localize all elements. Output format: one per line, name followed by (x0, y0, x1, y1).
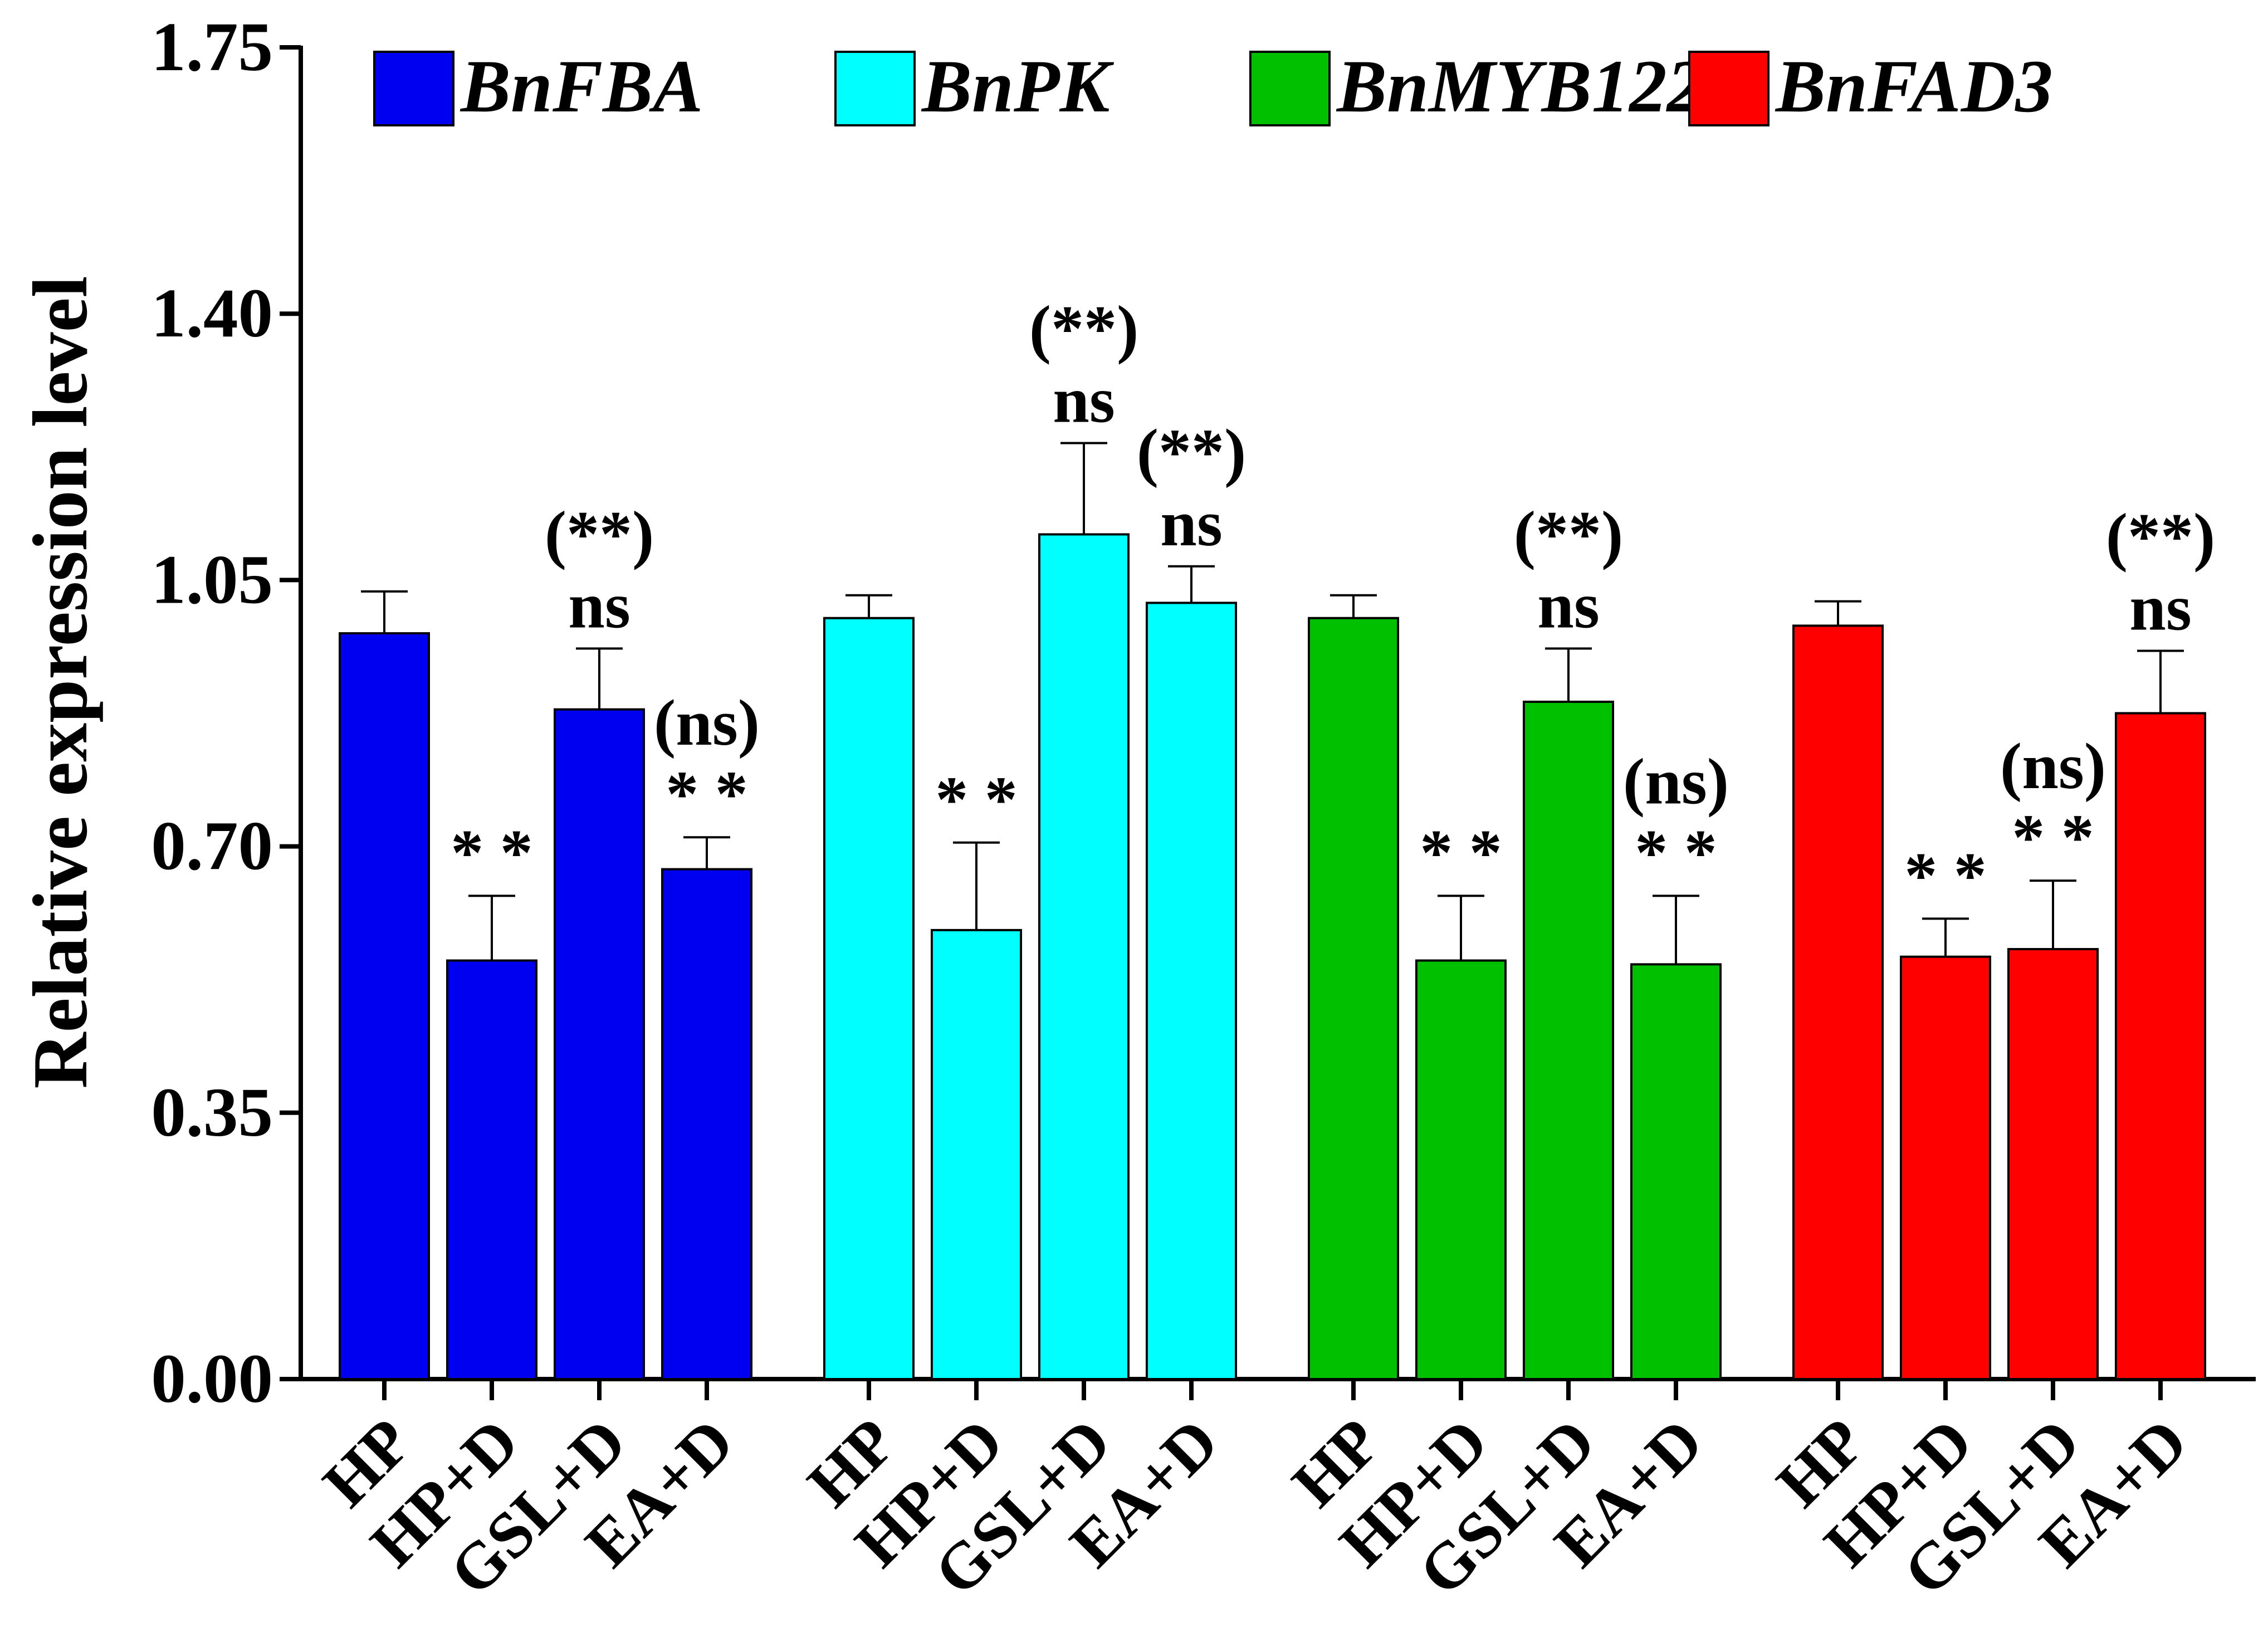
significance-label: ns (568, 569, 630, 642)
bar (1630, 963, 1722, 1380)
legend-swatch (1249, 51, 1331, 126)
significance-label: * * (2012, 801, 2094, 874)
significance-label: * * (1420, 816, 1502, 889)
legend-swatch (373, 51, 454, 126)
significance-label: * * (451, 816, 533, 889)
bar (1900, 955, 1991, 1380)
y-tick-label: 1.75 (151, 9, 273, 86)
y-tick-label: 0.70 (151, 808, 273, 885)
significance-label: (ns) (654, 686, 760, 759)
bar (1146, 602, 1237, 1380)
significance-label: ns (2129, 571, 2192, 644)
bar (823, 617, 915, 1380)
legend-label: BnPK (921, 45, 1115, 128)
significance-label: * * (935, 763, 1018, 836)
bar (661, 868, 752, 1381)
y-tick-label: 1.40 (151, 275, 273, 352)
bar (1308, 617, 1399, 1380)
bar (554, 708, 645, 1380)
bar (931, 928, 1022, 1381)
significance-label: ns (1160, 487, 1223, 560)
significance-label: (**) (1137, 416, 1247, 488)
significance-label: * * (1904, 839, 1987, 912)
bar (1415, 959, 1507, 1380)
significance-label: (ns) (2000, 730, 2106, 803)
bar (1792, 624, 1884, 1380)
legend-swatch (834, 51, 916, 126)
bars (339, 442, 2206, 1381)
significance-label: (**) (545, 497, 654, 570)
significance-label: (**) (1514, 497, 1624, 570)
legend-label: BnMYB122 (1336, 45, 1704, 128)
bar (1523, 701, 1614, 1380)
y-axis-label: Relative expression level (17, 276, 104, 1088)
bar (446, 959, 537, 1380)
legend-swatch (1688, 51, 1770, 126)
legend: BnFBA BnPK BnMYB122 BnFAD3 (373, 45, 2053, 128)
legend-label: BnFAD3 (1775, 45, 2053, 128)
bar (1038, 533, 1130, 1380)
bar (2007, 948, 2099, 1380)
y-tick-label: 0.35 (151, 1074, 273, 1151)
significance-label: (ns) (1623, 745, 1729, 818)
bar (2115, 712, 2206, 1380)
significance-annotations: * *(**)ns(ns)* * * *(**)ns(**)ns* *(**)ns… (451, 292, 2215, 912)
y-tick-label: 0.00 (151, 1341, 273, 1418)
axes: 0.00 0.35 0.70 1.05 1.40 1.75 (151, 9, 2256, 1418)
significance-label: ns (1053, 363, 1115, 436)
significance-label: * * (666, 757, 748, 830)
legend-label: BnFBA (460, 45, 703, 128)
significance-label: ns (1537, 569, 1600, 642)
significance-label: * * (1635, 816, 1717, 889)
bar (339, 632, 430, 1380)
significance-label: (**) (1029, 292, 1139, 365)
significance-label: (**) (2106, 500, 2216, 573)
y-tick-label: 1.05 (151, 541, 273, 618)
